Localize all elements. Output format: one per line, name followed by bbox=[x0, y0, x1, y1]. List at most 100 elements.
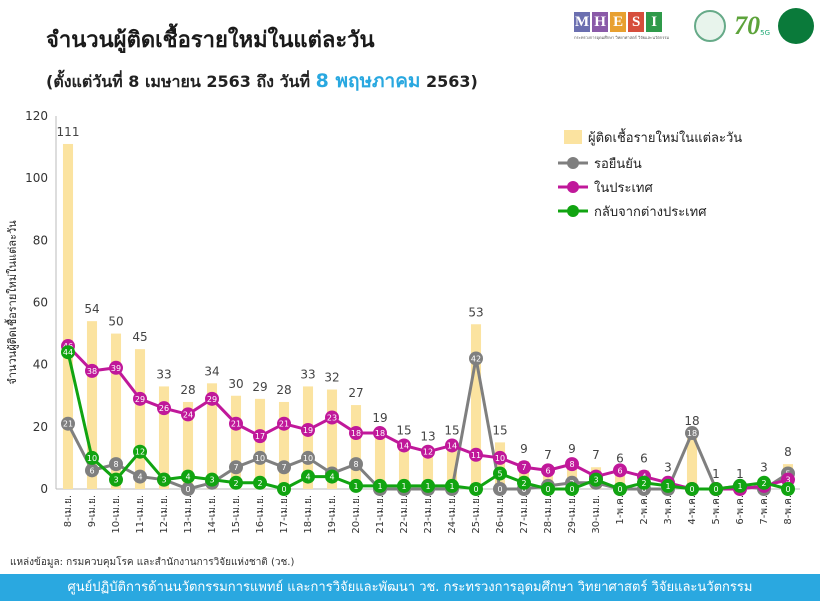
series-point-label: 38 bbox=[87, 367, 97, 376]
series-point bbox=[661, 478, 675, 493]
bar bbox=[374, 429, 386, 489]
bar bbox=[230, 395, 242, 489]
bar-value-label: 15 bbox=[492, 423, 507, 437]
x-tick-label: 20-เม.ย. bbox=[351, 495, 362, 534]
bar-value-label: 9 bbox=[520, 442, 528, 456]
series-point bbox=[133, 391, 147, 406]
series-point-label: 6 bbox=[545, 466, 550, 475]
x-tick-label: 8-พ.ค. bbox=[783, 495, 794, 525]
series-point bbox=[397, 438, 411, 453]
series-point-label: 5 bbox=[497, 469, 502, 478]
series-point bbox=[277, 482, 291, 496]
series-point bbox=[349, 478, 363, 493]
series-point bbox=[181, 469, 195, 484]
x-tick-label: 16-เม.ย. bbox=[255, 495, 266, 534]
bar-value-label: 28 bbox=[276, 383, 291, 397]
bar-value-label: 30 bbox=[228, 377, 243, 391]
x-tick-label: 29-เม.ย. bbox=[567, 495, 578, 534]
x-tick-label: 3-พ.ค. bbox=[663, 495, 674, 525]
subtitle-suffix: 2563) bbox=[426, 72, 478, 91]
series-point-label: 21 bbox=[279, 420, 289, 429]
series-point-label: 0 bbox=[569, 485, 574, 494]
series-point bbox=[709, 482, 723, 496]
series-point-label: 3 bbox=[785, 476, 790, 485]
series-point-label: 0 bbox=[185, 485, 190, 494]
bar bbox=[302, 386, 314, 489]
bar-value-label: 13 bbox=[420, 430, 435, 444]
bar bbox=[254, 398, 266, 489]
x-tick-label: 8-เม.ย. bbox=[63, 495, 74, 527]
series-point bbox=[277, 460, 291, 475]
series-point bbox=[565, 482, 579, 496]
series-point bbox=[325, 469, 339, 484]
series-point bbox=[61, 345, 75, 360]
series-point-label: 17 bbox=[255, 432, 265, 441]
series-point-label: 0 bbox=[713, 485, 718, 494]
series-point bbox=[517, 475, 531, 490]
series-point bbox=[253, 450, 267, 465]
x-tick-label: 6-พ.ค. bbox=[735, 495, 746, 525]
series-point-label: 4 bbox=[185, 473, 190, 482]
series-point-label: 26 bbox=[159, 404, 169, 413]
mhesi-letter: I bbox=[646, 11, 663, 32]
series-point bbox=[109, 360, 123, 375]
series-point bbox=[325, 410, 339, 425]
series-point bbox=[421, 478, 435, 493]
mhesi-letter: H bbox=[592, 11, 609, 32]
mhesi-caption: กระทรวงการอุดมศึกษา วิทยาศาสตร์ วิจัยและ… bbox=[574, 34, 670, 40]
series-point-label: 10 bbox=[87, 454, 97, 463]
legend-label: ผู้ติดเชื้อรายใหม่ในแต่ละวัน bbox=[588, 128, 742, 146]
series-point bbox=[493, 466, 507, 481]
bar bbox=[278, 401, 290, 489]
x-tick-label: 12-เม.ย. bbox=[159, 495, 170, 534]
series-point bbox=[301, 469, 315, 484]
series-point-label: 1 bbox=[665, 482, 670, 491]
legend-label: ในประเทศ bbox=[594, 180, 653, 196]
series-point-label: 7 bbox=[521, 463, 526, 472]
series-point-label: 8 bbox=[113, 460, 118, 469]
x-tick-label: 13-เม.ย. bbox=[183, 495, 194, 534]
bar bbox=[86, 321, 98, 489]
legend-swatch-point bbox=[567, 181, 579, 193]
series-point-label: 2 bbox=[761, 479, 766, 488]
bar-value-label: 34 bbox=[204, 364, 219, 378]
series-point-label: 3 bbox=[593, 476, 598, 485]
series-point bbox=[373, 478, 387, 493]
legend-swatch-bars bbox=[564, 130, 582, 144]
bar bbox=[206, 383, 218, 489]
series-point bbox=[541, 482, 555, 496]
x-tick-label: 28-เม.ย. bbox=[543, 495, 554, 534]
bar-value-label: 29 bbox=[252, 380, 267, 394]
bar-value-label: 19 bbox=[372, 411, 387, 425]
x-tick-label: 14-เม.ย. bbox=[207, 495, 218, 534]
series-point bbox=[397, 478, 411, 493]
source-note: แหล่งข้อมูล: กรมควบคุมโรค และสำนักงานการ… bbox=[10, 557, 295, 568]
bar bbox=[350, 405, 362, 489]
y-tick-label: 0 bbox=[40, 482, 48, 496]
series-point bbox=[685, 482, 699, 496]
bar-value-label: 45 bbox=[132, 330, 147, 344]
mhesi-letter: E bbox=[610, 11, 627, 32]
bar-value-label: 3 bbox=[760, 461, 768, 475]
series-point-label: 0 bbox=[545, 485, 550, 494]
nrct-seal-icon bbox=[694, 10, 727, 42]
series-point-label: 10 bbox=[303, 454, 313, 463]
series-point bbox=[349, 457, 363, 472]
series-point bbox=[85, 450, 99, 465]
series-point-label: 3 bbox=[113, 476, 118, 485]
x-tick-label: 2-พ.ค. bbox=[639, 495, 650, 525]
x-tick-label: 10-เม.ย. bbox=[111, 495, 122, 534]
series-point bbox=[181, 407, 195, 422]
series-point bbox=[277, 416, 291, 431]
series-point bbox=[61, 416, 75, 431]
mhesi-letter: M bbox=[574, 11, 591, 32]
chart-title: จำนวนผู้ติดเชื้อรายใหม่ในแต่ละวัน bbox=[46, 28, 375, 53]
bar-value-label: 8 bbox=[784, 445, 792, 459]
series-point-label: 2 bbox=[641, 479, 646, 488]
series-point-label: 21 bbox=[231, 420, 241, 429]
series-point-label: 1 bbox=[449, 482, 454, 491]
bar-value-label: 3 bbox=[664, 461, 672, 475]
y-tick-label: 80 bbox=[33, 233, 48, 247]
series-point bbox=[469, 447, 483, 462]
series-point bbox=[637, 475, 651, 490]
